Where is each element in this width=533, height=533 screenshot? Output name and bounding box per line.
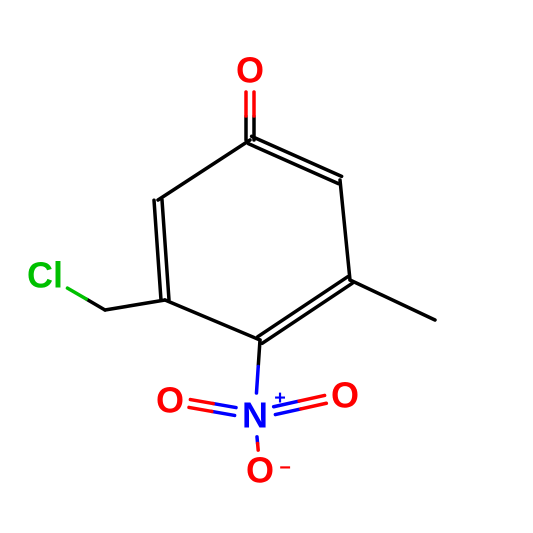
charge-N_plus: +: [274, 387, 286, 409]
atom-O_right: O: [331, 375, 359, 416]
charge-O_minus: −: [279, 457, 291, 479]
molecule-diagram: OClONOO+−: [0, 0, 533, 533]
atom-O_left: O: [156, 380, 184, 421]
atom-O_bot: O: [246, 450, 274, 491]
atom-N: N: [242, 395, 268, 436]
atom-Cl: Cl: [27, 255, 63, 296]
atom-O_top: O: [236, 50, 264, 91]
